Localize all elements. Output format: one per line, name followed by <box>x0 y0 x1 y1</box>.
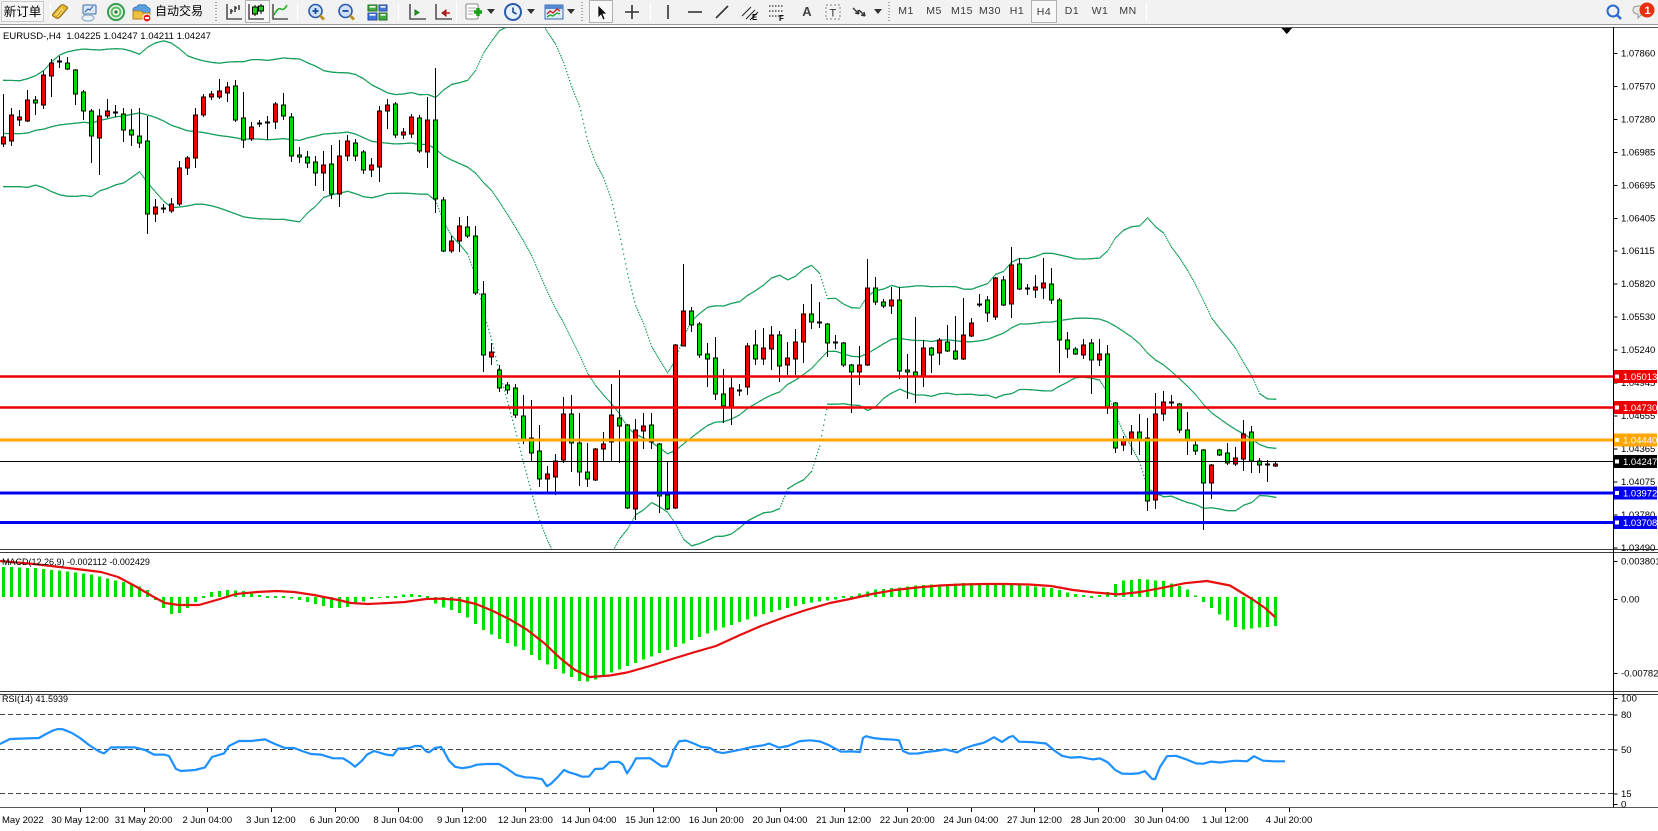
svg-text:27 Jun 12:00: 27 Jun 12:00 <box>1007 815 1062 826</box>
svg-text:50: 50 <box>1621 745 1632 756</box>
svg-text:1.05820: 1.05820 <box>1621 279 1655 290</box>
svg-text:1.04075: 1.04075 <box>1621 477 1655 488</box>
svg-text:1.03708: 1.03708 <box>1623 518 1657 529</box>
svg-text:1.03780: 1.03780 <box>1621 510 1655 521</box>
svg-text:1.06985: 1.06985 <box>1621 147 1655 158</box>
svg-text:May 2022: May 2022 <box>2 815 44 826</box>
svg-text:1.06115: 1.06115 <box>1621 246 1655 257</box>
svg-text:1.07570: 1.07570 <box>1621 81 1655 92</box>
svg-text:1.06695: 1.06695 <box>1621 180 1655 191</box>
svg-text:8 Jun 04:00: 8 Jun 04:00 <box>373 815 423 826</box>
svg-text:3 Jun 12:00: 3 Jun 12:00 <box>246 815 296 826</box>
svg-text:30 Jun 04:00: 30 Jun 04:00 <box>1134 815 1189 826</box>
svg-text:1: 1 <box>1645 5 1651 17</box>
svg-text:1.04365: 1.04365 <box>1621 444 1655 455</box>
svg-text:1.07280: 1.07280 <box>1621 114 1655 125</box>
svg-text:20 Jun 04:00: 20 Jun 04:00 <box>752 815 807 826</box>
svg-text:EURUSD-,H4 1.04225 1.04247 1.: EURUSD-,H4 1.04225 1.04247 1.04211 1.042… <box>3 31 211 42</box>
svg-text:1.04440: 1.04440 <box>1623 436 1657 447</box>
svg-text:1.04730: 1.04730 <box>1623 403 1657 414</box>
svg-text:14 Jun 04:00: 14 Jun 04:00 <box>562 815 617 826</box>
svg-text:1.07860: 1.07860 <box>1621 49 1655 60</box>
svg-text:1.03972: 1.03972 <box>1623 489 1657 500</box>
svg-text:0: 0 <box>1621 800 1626 811</box>
svg-text:30 May 12:00: 30 May 12:00 <box>51 815 109 826</box>
svg-text:-0.007827: -0.007827 <box>1621 669 1658 680</box>
svg-text:24 Jun 04:00: 24 Jun 04:00 <box>943 815 998 826</box>
svg-text:F: F <box>779 14 784 22</box>
svg-text:0.003801: 0.003801 <box>1621 557 1658 568</box>
svg-text:1.05530: 1.05530 <box>1621 312 1655 323</box>
svg-text:22 Jun 20:00: 22 Jun 20:00 <box>880 815 935 826</box>
svg-text:1.06405: 1.06405 <box>1621 213 1655 224</box>
svg-text:6 Jun 20:00: 6 Jun 20:00 <box>310 815 360 826</box>
svg-text:1.03490: 1.03490 <box>1621 543 1655 554</box>
svg-text:1 Jul 12:00: 1 Jul 12:00 <box>1202 815 1248 826</box>
svg-text:9 Jun 12:00: 9 Jun 12:00 <box>437 815 487 826</box>
svg-text:2 Jun 04:00: 2 Jun 04:00 <box>182 815 232 826</box>
svg-text:28 Jun 20:00: 28 Jun 20:00 <box>1071 815 1126 826</box>
svg-text:RSI(14) 41.5939: RSI(14) 41.5939 <box>2 694 68 704</box>
svg-text:31 May 20:00: 31 May 20:00 <box>115 815 173 826</box>
svg-text:100: 100 <box>1621 694 1637 705</box>
svg-text:T: T <box>830 8 837 20</box>
svg-text:0.00: 0.00 <box>1621 595 1640 606</box>
svg-text:21 Jun 12:00: 21 Jun 12:00 <box>816 815 871 826</box>
svg-text:1.04655: 1.04655 <box>1621 411 1655 422</box>
svg-text:1.05013: 1.05013 <box>1623 372 1657 383</box>
svg-text:15 Jun 12:00: 15 Jun 12:00 <box>625 815 680 826</box>
svg-text:15: 15 <box>1621 789 1632 800</box>
svg-text:1.04247: 1.04247 <box>1623 457 1657 468</box>
svg-text:1.05240: 1.05240 <box>1621 345 1655 356</box>
svg-text:E: E <box>752 13 758 22</box>
svg-text:1.04945: 1.04945 <box>1621 378 1655 389</box>
svg-text:16 Jun 20:00: 16 Jun 20:00 <box>689 815 744 826</box>
svg-text:4 Jul 20:00: 4 Jul 20:00 <box>1266 815 1312 826</box>
svg-text:MACD(12,26,9) -0.002112 -0.002: MACD(12,26,9) -0.002112 -0.002429 <box>2 557 150 567</box>
svg-text:12 Jun 23:00: 12 Jun 23:00 <box>498 815 553 826</box>
svg-text:80: 80 <box>1621 710 1632 721</box>
